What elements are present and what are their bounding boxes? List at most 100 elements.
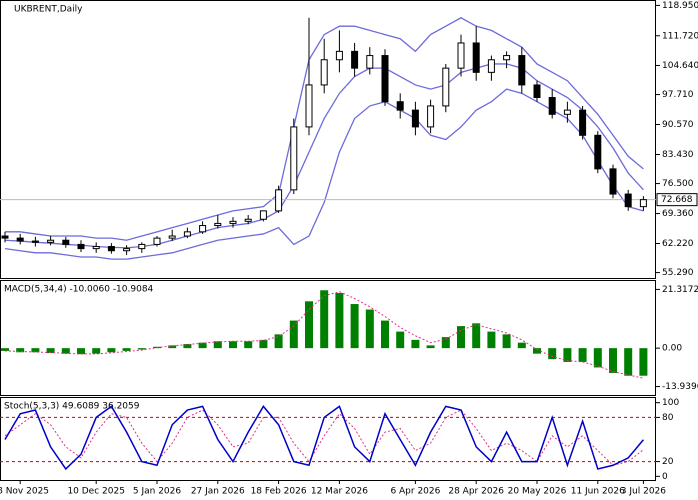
candle-body [533,84,541,99]
stoch-d [4,409,644,466]
macd-bar [441,337,450,349]
price-title: UKBRENT,Daily [14,5,83,15]
macd-bar [320,290,329,349]
y-tick-label: 83.430 [662,150,694,160]
candle-body [381,55,389,103]
macd-bar [639,348,648,376]
candle-body [199,225,207,233]
macd-bar [183,344,192,349]
candle-body [563,109,571,115]
bollinger-band [4,88,644,260]
candle-body [579,109,587,136]
macd-bar [229,341,237,349]
macd-bar [533,348,541,354]
macd-bar [365,309,374,349]
macd-bar [396,331,405,349]
candle-body [624,193,632,208]
macd-bar [411,339,420,349]
candle-body [138,243,146,250]
candle-body [518,55,526,86]
macd-bar [244,341,253,349]
x-tick-label: 18 Nov 2025 [0,487,49,497]
macd-title: MACD(5,34,4) -10.0060 -10.9084 [4,285,154,295]
y-tick-label: 104.640 [662,61,698,71]
candle-body [1,235,9,239]
macd-bar [198,342,207,349]
macd-bar [46,348,55,354]
x-tick-label: 20 May 2026 [508,487,567,497]
candle-body [107,246,115,252]
macd-panel [0,280,656,396]
x-tick-label: 11 Jun 2026 [571,487,625,497]
macd-bar [563,348,572,362]
candle-body [639,199,647,208]
macd-bar [122,348,131,351]
y-tick-label: -13.9396 [662,382,698,392]
macd-bar [426,345,435,349]
x-tick-label: 12 Mar 2026 [311,487,368,497]
y-tick-label: 21.3172 [662,285,698,295]
macd-bar [107,348,116,353]
macd-bar [213,341,222,349]
candle-body [123,248,131,252]
candle-body [92,246,100,250]
y-tick-label: 0.00 [662,344,682,354]
candle-body [290,126,298,191]
x-tick-label: 27 Jan 2026 [191,487,245,497]
candle-body [305,84,313,128]
candle-body [16,237,24,242]
candle-body [457,42,465,69]
candle-body [548,97,556,115]
stoch-panel [0,397,656,481]
y-tick-label: 90.570 [662,120,694,130]
y-tick-label: 97.710 [662,90,694,100]
macd-bar [305,301,313,349]
candle-body [31,240,39,243]
last-price-label: 72.668 [661,195,693,205]
candle-body [503,55,511,61]
candle-body [609,168,617,195]
stoch-title: Stoch(5,3,3) 49.6089 36.2059 [4,402,140,412]
macd-bar [593,348,602,368]
candle-body [427,105,435,128]
x-tick-label: 6 Apr 2026 [390,487,440,497]
candle-body [320,59,328,86]
x-tick-label: 10 Dec 2025 [67,487,125,497]
macd-bar [77,348,85,355]
y-tick-label: 55.290 [662,268,694,278]
price-panel [0,0,656,279]
macd-bar [381,320,389,349]
candle-body [168,235,176,239]
candle-body [77,243,85,250]
macd-bar [487,331,496,349]
candle-body [259,210,267,220]
macd-bar [578,348,587,362]
stoch-k [4,405,644,471]
macd-bar [335,293,344,349]
candle-body [411,109,419,128]
candle-body [366,55,374,69]
macd-bar [289,320,298,349]
candle-body [594,134,602,170]
x-tick-label: 18 Feb 2026 [251,487,307,497]
candle-body [442,67,450,107]
y-tick-label: 100 [662,398,679,408]
macd-bar [259,339,268,349]
x-tick-label: 3 Jul 2026 [621,487,666,497]
macd-bar [350,304,359,349]
y-tick-label: 62.220 [662,239,694,249]
candle-body [335,50,343,61]
candle-body [351,50,359,69]
y-tick-label: 0 [662,472,668,482]
macd-bar [457,326,465,349]
candle-body [487,59,495,73]
macd-bar [472,323,481,349]
candle-body [62,239,70,245]
last-price-box [656,193,698,207]
candle-body [153,237,161,245]
candle-body [275,189,283,212]
macd-bar [274,334,283,349]
macd-bar [137,348,146,350]
macd-bar [168,345,177,349]
